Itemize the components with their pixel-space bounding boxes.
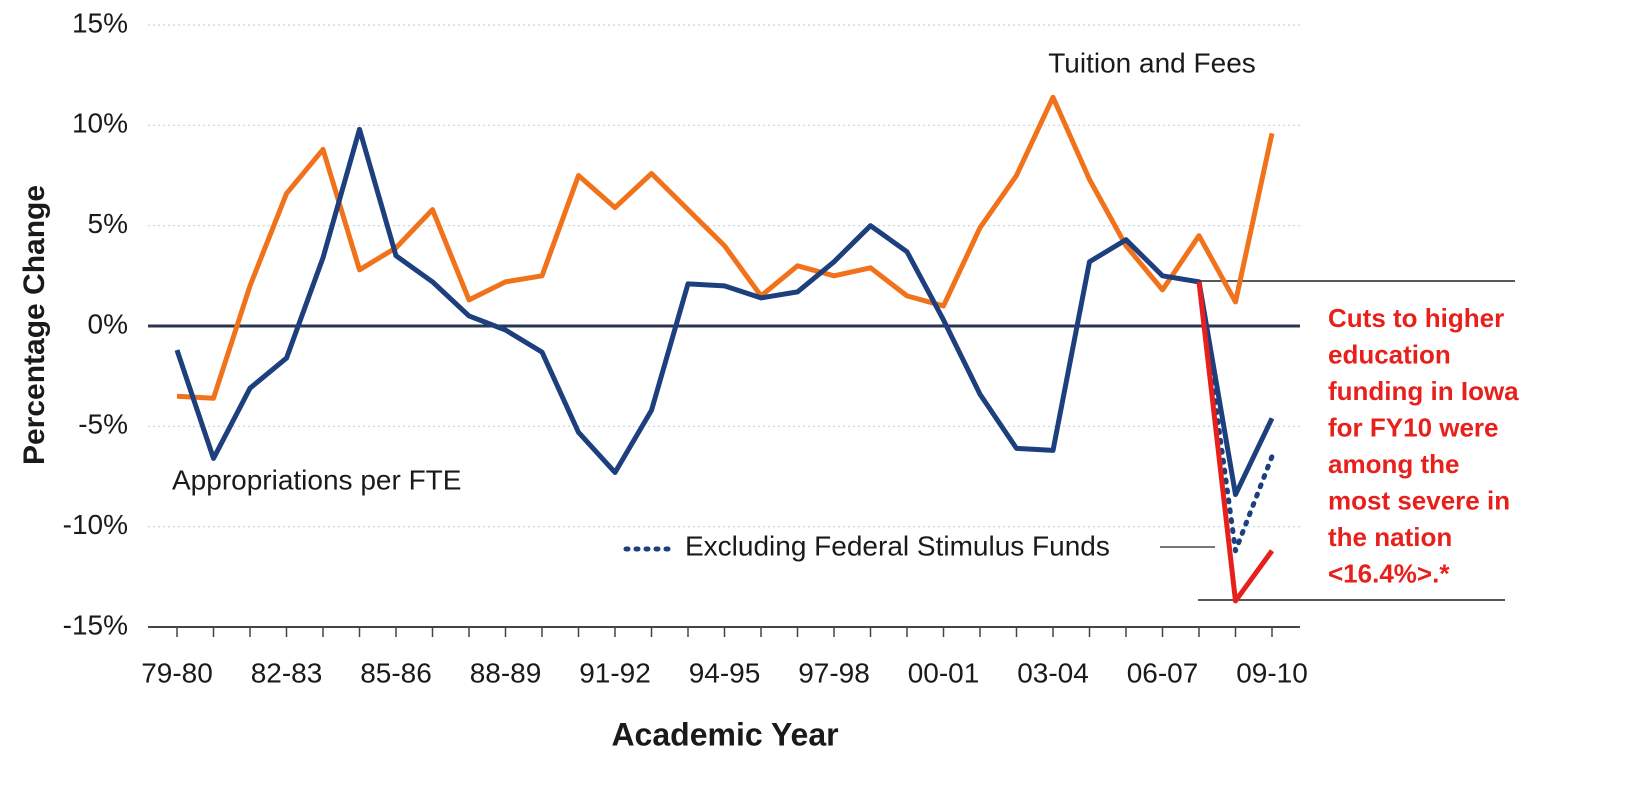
x-tick-label: 97-98 [798, 657, 870, 688]
x-tick-label: 06-07 [1127, 657, 1199, 688]
annotation: most severe in [1328, 485, 1510, 515]
annotation: among the [1328, 449, 1459, 479]
y-tick-label: -10% [63, 509, 128, 540]
y-tick-label: -5% [78, 409, 128, 440]
series-label: Excluding Federal Stimulus Funds [685, 530, 1110, 561]
x-tick-label: 94-95 [689, 657, 761, 688]
y-tick-label: 15% [72, 7, 128, 38]
x-tick-label: 09-10 [1236, 657, 1308, 688]
annotation: for FY10 were [1328, 412, 1499, 442]
y-tick-label: -15% [63, 609, 128, 640]
annotation: funding in Iowa [1328, 376, 1519, 406]
x-tick-label: 82-83 [251, 657, 323, 688]
series-line [1196, 279, 1275, 554]
x-tick-label: 91-92 [579, 657, 651, 688]
annotation: the nation [1328, 522, 1452, 552]
y-tick-label: 5% [88, 208, 128, 239]
series-label: Appropriations per FTE [172, 464, 461, 495]
x-tick-label: 79-80 [141, 657, 213, 688]
x-tick-label: 85-86 [360, 657, 432, 688]
y-axis-title: Percentage Change [18, 185, 51, 465]
series-line [176, 94, 1275, 401]
series-label: Tuition and Fees [1048, 47, 1256, 78]
series-line [1196, 281, 1275, 604]
x-tick-label: 00-01 [908, 657, 980, 688]
y-tick-label: 10% [72, 108, 128, 139]
series-line [174, 126, 1275, 498]
y-tick-label: 0% [88, 308, 128, 339]
x-tick-label: 88-89 [470, 657, 542, 688]
x-axis-title: Academic Year [611, 716, 838, 752]
x-tick-label: 03-04 [1017, 657, 1089, 688]
annotation: <16.4%>.* [1328, 558, 1450, 588]
annotation: Cuts to higher [1328, 303, 1504, 333]
annotation: education [1328, 339, 1451, 369]
